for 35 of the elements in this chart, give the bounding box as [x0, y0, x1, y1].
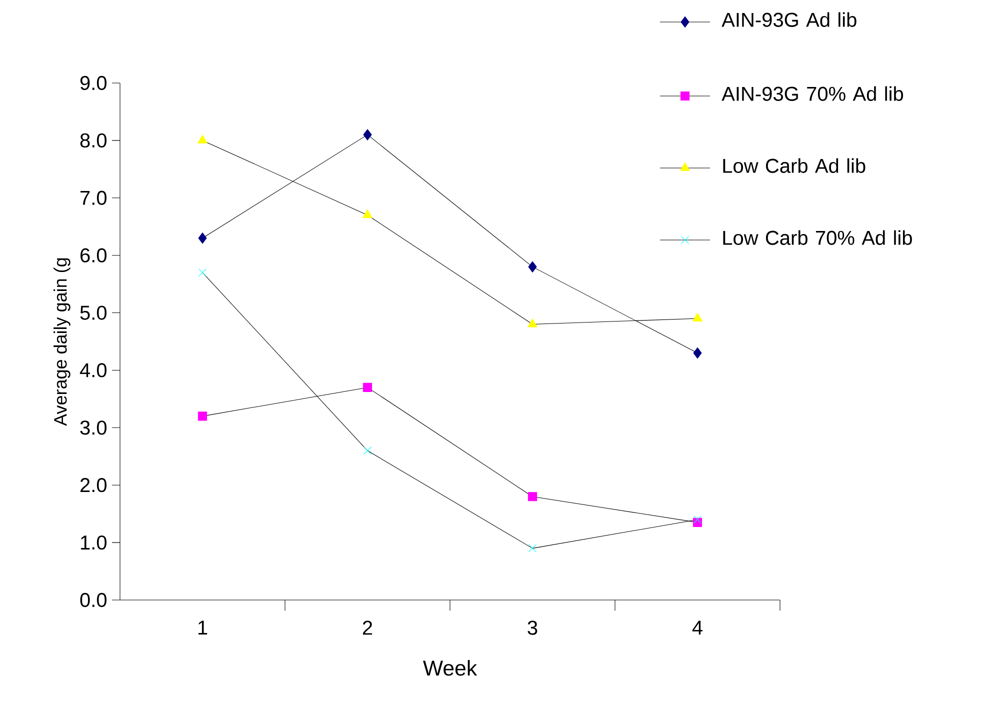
- y-tick-label: 5.0: [80, 306, 106, 320]
- y-tick-label: 7.0: [80, 190, 106, 205]
- y-tick-label: 3.0: [80, 420, 106, 435]
- point: [692, 312, 702, 322]
- point: [198, 232, 207, 244]
- point: [528, 261, 537, 272]
- legend-label: AIN-93G Ad lib: [722, 12, 856, 27]
- point: [198, 268, 207, 277]
- x-tick-label: 1: [198, 620, 208, 634]
- y-tick-label: 1.0: [81, 535, 106, 550]
- point: [363, 446, 372, 455]
- point: [363, 129, 372, 140]
- point: [198, 412, 208, 421]
- point: [362, 382, 372, 392]
- y-tick-label: 2.0: [80, 478, 106, 492]
- point: [693, 516, 702, 524]
- point: [693, 347, 702, 359]
- point: [528, 492, 538, 502]
- point: [528, 318, 538, 328]
- y-tick-label: 0.0: [80, 592, 106, 608]
- legend-label: Low Carb Ad lib: [723, 158, 866, 173]
- point: [198, 134, 208, 144]
- point: [362, 210, 372, 218]
- y-tick-label: 4.0: [80, 363, 106, 378]
- y-tick-label: 9.0: [80, 76, 106, 90]
- y-axis-title: Average daily gain (g: [54, 258, 70, 426]
- x-axis-title: Week: [423, 660, 478, 676]
- legend-label: AIN-93G 70% Ad lib: [722, 86, 904, 101]
- x-tick-label: 4: [692, 620, 702, 634]
- legend-label: Low Carb 70% Ad lib: [723, 230, 912, 245]
- y-tick-label: 6.0: [80, 248, 106, 262]
- x-tick-label: 3: [528, 620, 538, 635]
- x-tick-label: 2: [362, 620, 372, 635]
- point: [528, 544, 537, 552]
- y-tick-label: 8.0: [80, 133, 106, 148]
